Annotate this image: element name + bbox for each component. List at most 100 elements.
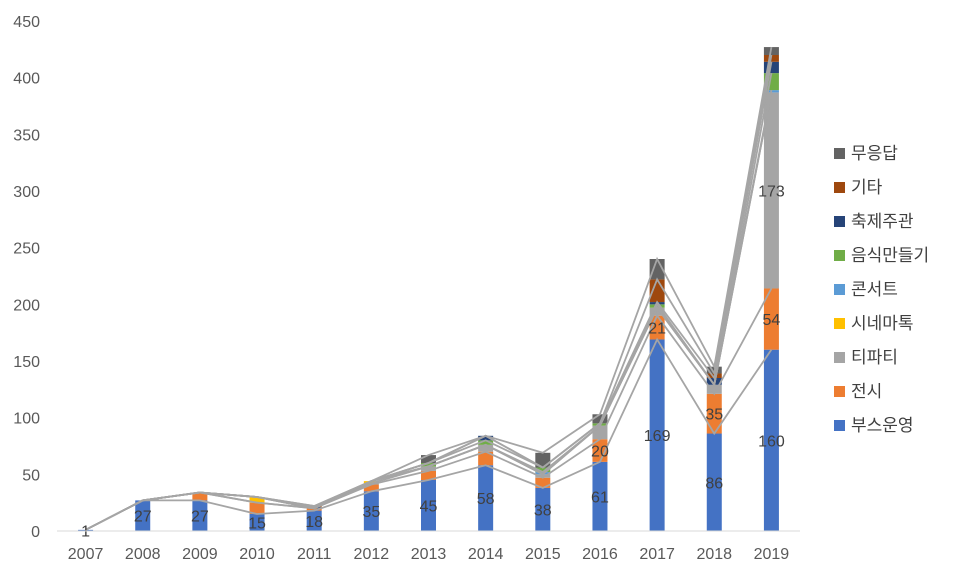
legend-label-4: 시네마톡 — [851, 314, 914, 334]
data-label-1-2018: 86 — [705, 475, 723, 492]
x-tick-label-2019: 2019 — [754, 546, 790, 563]
data-label-1-2017: 169 — [644, 428, 671, 445]
bar-3-2017 — [649, 307, 665, 316]
bar-2-2018 — [706, 393, 722, 434]
x-axis: 2007 2008 2009 2010 2011 2012 2013 2014 2015 2016… — [57, 530, 800, 563]
bar-3-2014 — [478, 444, 494, 452]
legend-swatch-4 — [834, 318, 845, 329]
bar-1-2008 — [135, 500, 151, 531]
x-tick-label-2016: 2016 — [582, 546, 618, 563]
y-tick-label: 50 — [22, 467, 40, 484]
legend-swatch-3 — [834, 352, 845, 363]
y-tick-label: 250 — [13, 241, 40, 258]
series-line-1 — [85, 337, 773, 531]
x-tick-label-2009: 2009 — [182, 546, 218, 563]
bar-2-2011 — [306, 508, 322, 511]
data-label-3-2019: 173 — [758, 183, 785, 200]
legend-label-5: 콘서트 — [851, 280, 898, 300]
bar-1-2007 — [78, 529, 94, 531]
bar-6-2013 — [421, 463, 436, 467]
y-tick-label: 200 — [13, 297, 40, 314]
bar-7-2014 — [478, 435, 494, 441]
data-labels-layer: 1 27 27 15 18 35 45 58 38 61 169 86 160 20 21 35 54 173 — [81, 183, 785, 540]
x-tick-label-2008: 2008 — [125, 546, 161, 563]
data-label-1-2008: 27 — [134, 509, 152, 526]
legend-label-2: 전시 — [851, 382, 882, 402]
y-axis: 0 50 100 150 200 250 300 350 400 450 — [13, 14, 40, 541]
bar-1-2009 — [192, 500, 208, 531]
bar-3-2018 — [706, 384, 722, 394]
bar-1-2010 — [249, 514, 265, 531]
bar-1-2018 — [706, 433, 722, 531]
x-tick-label-2007: 2007 — [68, 546, 104, 563]
data-label-1-2012: 35 — [362, 504, 380, 521]
series-lines-layer — [85, 46, 773, 531]
bar-4-2012 — [363, 481, 379, 484]
data-label-1-2019: 160 — [758, 433, 785, 450]
data-label-2-2018: 35 — [705, 407, 723, 424]
x-tick-label-2010: 2010 — [239, 546, 275, 563]
legend-swatch-5 — [834, 284, 845, 295]
bar-2-2015 — [535, 477, 551, 488]
bar-1-2013 — [421, 480, 436, 531]
legend-label-9: 무응답 — [851, 144, 898, 164]
x-tick-label-2014: 2014 — [468, 546, 504, 563]
y-tick-label: 350 — [13, 127, 40, 144]
y-tick-label: 150 — [13, 354, 40, 371]
legend-label-1: 부스운영 — [851, 416, 914, 436]
y-tick-label: 100 — [13, 411, 40, 428]
x-tick-label-2015: 2015 — [525, 546, 561, 563]
y-tick-label: 400 — [13, 71, 40, 88]
data-label-1-2011: 18 — [305, 514, 323, 531]
bar-3-2015 — [535, 474, 551, 478]
bar-1-2019 — [763, 349, 779, 531]
x-tick-label-2012: 2012 — [354, 546, 390, 563]
bar-9-2017 — [649, 259, 665, 280]
data-label-2-2017: 21 — [648, 321, 666, 338]
bar-9-2013 — [421, 455, 436, 463]
legend-label-6: 음식만들기 — [851, 246, 929, 266]
data-label-1-2013: 45 — [420, 499, 438, 516]
bar-6-2014 — [478, 440, 494, 445]
bar-4-2010 — [249, 497, 265, 503]
bar-3-2013 — [421, 466, 436, 471]
bar-2-2009 — [192, 492, 208, 501]
legend-swatch-7 — [834, 216, 845, 227]
bar-2-2016 — [592, 439, 608, 462]
bar-2-2013 — [421, 470, 436, 480]
bar-1-2017 — [649, 339, 665, 531]
bar-1-2012 — [363, 491, 379, 531]
x-tick-label-2018: 2018 — [696, 546, 732, 563]
x-tick-label-2011: 2011 — [297, 546, 332, 563]
x-tick-label-2017: 2017 — [639, 546, 675, 563]
bar-2-2012 — [363, 484, 379, 492]
data-label-2-2016: 20 — [591, 444, 609, 461]
x-tick-label-2013: 2013 — [411, 546, 447, 563]
data-label-1-2009: 27 — [191, 509, 209, 526]
legend-swatch-8 — [834, 182, 845, 193]
data-label-1-2014: 58 — [477, 491, 495, 508]
bar-1-2016 — [592, 461, 608, 531]
y-tick-label: 0 — [31, 524, 40, 541]
legend-swatch-2 — [834, 386, 845, 397]
bar-9-2016 — [592, 414, 608, 424]
legend-swatch-6 — [834, 250, 845, 261]
bar-3-2019 — [763, 92, 779, 289]
legend-swatch-9 — [834, 148, 845, 159]
bar-7-2019 — [763, 61, 779, 74]
data-label-1-2016: 61 — [591, 489, 609, 506]
data-label-1-2007: 1 — [81, 523, 90, 540]
data-label-1-2010: 15 — [248, 516, 266, 533]
legend-swatch-1 — [834, 420, 845, 431]
legend-label-7: 축제주관 — [851, 212, 914, 232]
legend-label-3: 티파티 — [851, 348, 898, 368]
bar-1-2011 — [306, 510, 322, 531]
y-tick-label: 450 — [13, 14, 40, 31]
legend-label-8: 기타 — [851, 178, 883, 198]
bar-2-2014 — [478, 451, 494, 466]
bar-1-2014 — [478, 465, 494, 531]
y-tick-label: 300 — [13, 184, 40, 201]
bar-2-2019 — [763, 288, 779, 350]
